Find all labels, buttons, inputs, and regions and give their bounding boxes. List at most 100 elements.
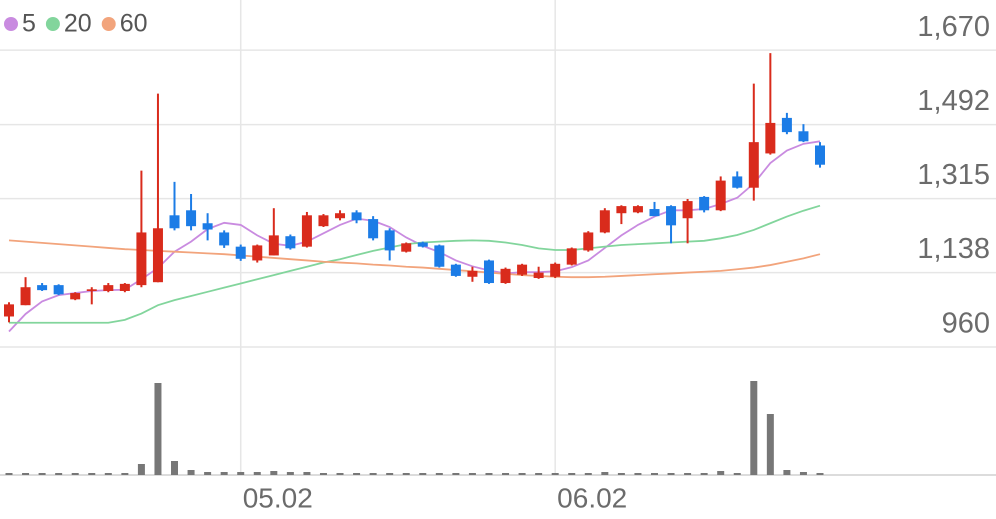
legend-label: 20	[64, 10, 92, 38]
candle-body	[335, 213, 346, 219]
volume-bar	[435, 473, 443, 475]
candle-body	[268, 235, 279, 256]
volume-bar	[452, 473, 460, 475]
volume-bar	[783, 470, 791, 475]
volume-bar	[237, 472, 245, 475]
candle-body	[186, 210, 197, 227]
y-tick-label: 1,492	[917, 85, 990, 117]
candle-body	[483, 260, 494, 284]
candle-body	[169, 215, 180, 229]
candle-body	[748, 142, 759, 188]
volume-bar	[303, 472, 311, 475]
volume-bar	[137, 464, 145, 475]
candle-body	[467, 270, 478, 277]
x-tick-label: 06.02	[557, 482, 627, 513]
ma-line	[9, 204, 821, 324]
volume-bar	[485, 473, 493, 475]
volume-bar	[684, 473, 692, 475]
candle-body	[53, 285, 64, 295]
candle-body	[765, 122, 776, 154]
volume-bar	[369, 473, 377, 475]
legend-swatch	[45, 17, 60, 31]
volume-bar	[667, 473, 675, 475]
candle-body	[566, 248, 577, 265]
volume-bar	[22, 473, 30, 475]
volume-bar	[717, 471, 725, 475]
volume-bar	[617, 473, 625, 475]
candle-body	[715, 180, 726, 211]
volume-bar	[402, 473, 410, 475]
volume-bar	[55, 473, 63, 475]
legend-swatch	[101, 17, 116, 31]
volume-bar	[650, 473, 658, 475]
candle-body	[401, 243, 412, 252]
candle-body	[301, 215, 312, 247]
candle-body	[434, 245, 445, 267]
candle-body	[318, 215, 329, 227]
candle-body	[86, 289, 97, 291]
volume-bar	[634, 473, 642, 475]
candle-body	[37, 285, 48, 291]
candle-body	[368, 219, 379, 239]
volume-bar	[220, 472, 228, 475]
volume-bar	[733, 473, 741, 475]
volume-bar	[336, 473, 344, 475]
candle-body	[202, 223, 213, 230]
candle-body	[815, 145, 825, 165]
candle-body	[351, 212, 362, 221]
candle-body	[732, 176, 743, 188]
candle-body	[599, 210, 610, 233]
candle-body	[285, 236, 296, 249]
candle-body	[517, 264, 528, 275]
candle-body	[70, 293, 81, 300]
volume-bar	[204, 472, 212, 475]
candle-body	[450, 264, 461, 276]
candle-body	[699, 196, 710, 211]
volume-bar	[468, 473, 476, 475]
volume-bar	[750, 381, 758, 475]
volume-bar	[38, 473, 46, 475]
volume-bar	[799, 472, 807, 475]
volume-bar	[568, 473, 576, 475]
candle-body	[152, 228, 163, 283]
volume-bar	[353, 473, 361, 475]
y-tick-label: 960	[942, 308, 990, 340]
volume-bar	[71, 473, 79, 475]
ma-line	[8, 140, 821, 333]
candle-body	[682, 201, 693, 219]
y-tick-label: 1,670	[917, 11, 990, 43]
volume-bar	[518, 473, 526, 475]
volume-bar	[816, 473, 824, 475]
candle-body	[4, 304, 14, 317]
candle-body	[632, 206, 643, 213]
volume-bar	[270, 471, 278, 475]
legend-label: 5	[22, 10, 36, 38]
volume-bar	[584, 473, 592, 475]
volume-bar	[121, 473, 129, 475]
volume-bar	[502, 473, 510, 475]
volume-bar	[551, 473, 559, 475]
candle-body	[500, 268, 511, 284]
volume-bar	[419, 473, 427, 475]
candle-body	[616, 206, 627, 214]
candle-body	[550, 263, 561, 277]
candle-body	[533, 272, 544, 279]
volume-bar	[601, 472, 609, 475]
volume-bar	[766, 414, 774, 475]
candle-body	[384, 230, 395, 251]
y-tick-label: 1,315	[917, 159, 990, 191]
candle-body	[20, 287, 31, 306]
volume-bar	[700, 473, 708, 475]
volume-bar	[253, 472, 261, 475]
volume-bar	[154, 383, 162, 475]
candle-body	[219, 232, 230, 246]
candle-body	[417, 242, 428, 247]
volume-bar	[386, 473, 394, 475]
legend-label: 60	[120, 10, 148, 38]
volume-bar	[319, 473, 327, 475]
candle-body	[798, 131, 809, 142]
candle-body	[781, 117, 792, 133]
ma-line	[8, 239, 821, 279]
candle-body	[583, 232, 594, 251]
